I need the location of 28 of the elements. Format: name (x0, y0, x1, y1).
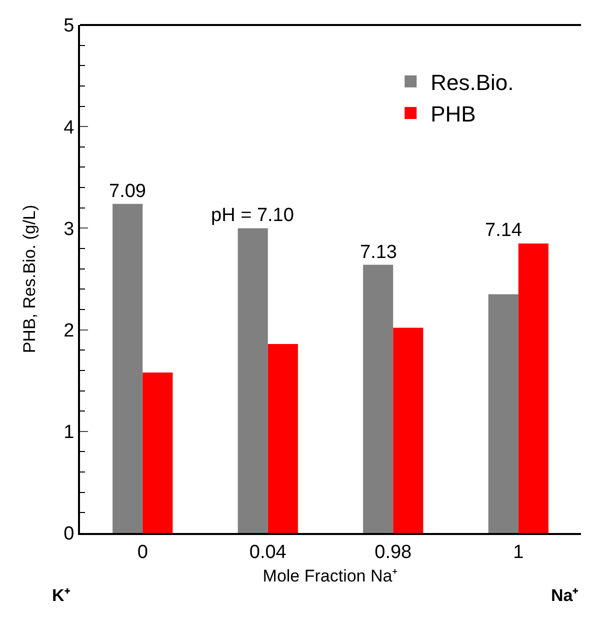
bar (268, 344, 298, 533)
bar (363, 264, 394, 533)
x-tick-label: 1 (513, 542, 524, 563)
bar (142, 372, 173, 533)
bar (112, 204, 143, 533)
bar (488, 294, 518, 533)
bar (518, 243, 548, 533)
legend-label: PHB (430, 102, 476, 127)
y-tick-label: 1 (64, 422, 74, 444)
y-tick-label: 5 (64, 16, 74, 37)
text: Na⁺ (551, 586, 579, 605)
annotation: 7.14 (485, 220, 522, 241)
annotation: 7.13 (360, 242, 397, 263)
bar (393, 328, 424, 533)
y-axis-title: PHB, Res.Bio. (g/L) (20, 204, 39, 354)
y-tick-label: 3 (64, 218, 74, 240)
text: K⁺ (52, 586, 70, 605)
x-tick-label: 0 (137, 542, 148, 563)
y-tick-label: 2 (64, 320, 74, 342)
legend-label: Res.Bio. (430, 70, 514, 95)
x-tick-label: 0.04 (249, 542, 287, 563)
y-tick-label: 4 (64, 117, 75, 138)
annotation: pH = 7.10 (211, 205, 294, 226)
bar (238, 228, 268, 533)
annotation: 7.09 (109, 181, 146, 202)
y-tick-label: 0 (64, 524, 74, 545)
x-axis-title: Mole Fraction Na⁺ (262, 566, 398, 586)
x-tick-label: 0.98 (374, 542, 412, 563)
